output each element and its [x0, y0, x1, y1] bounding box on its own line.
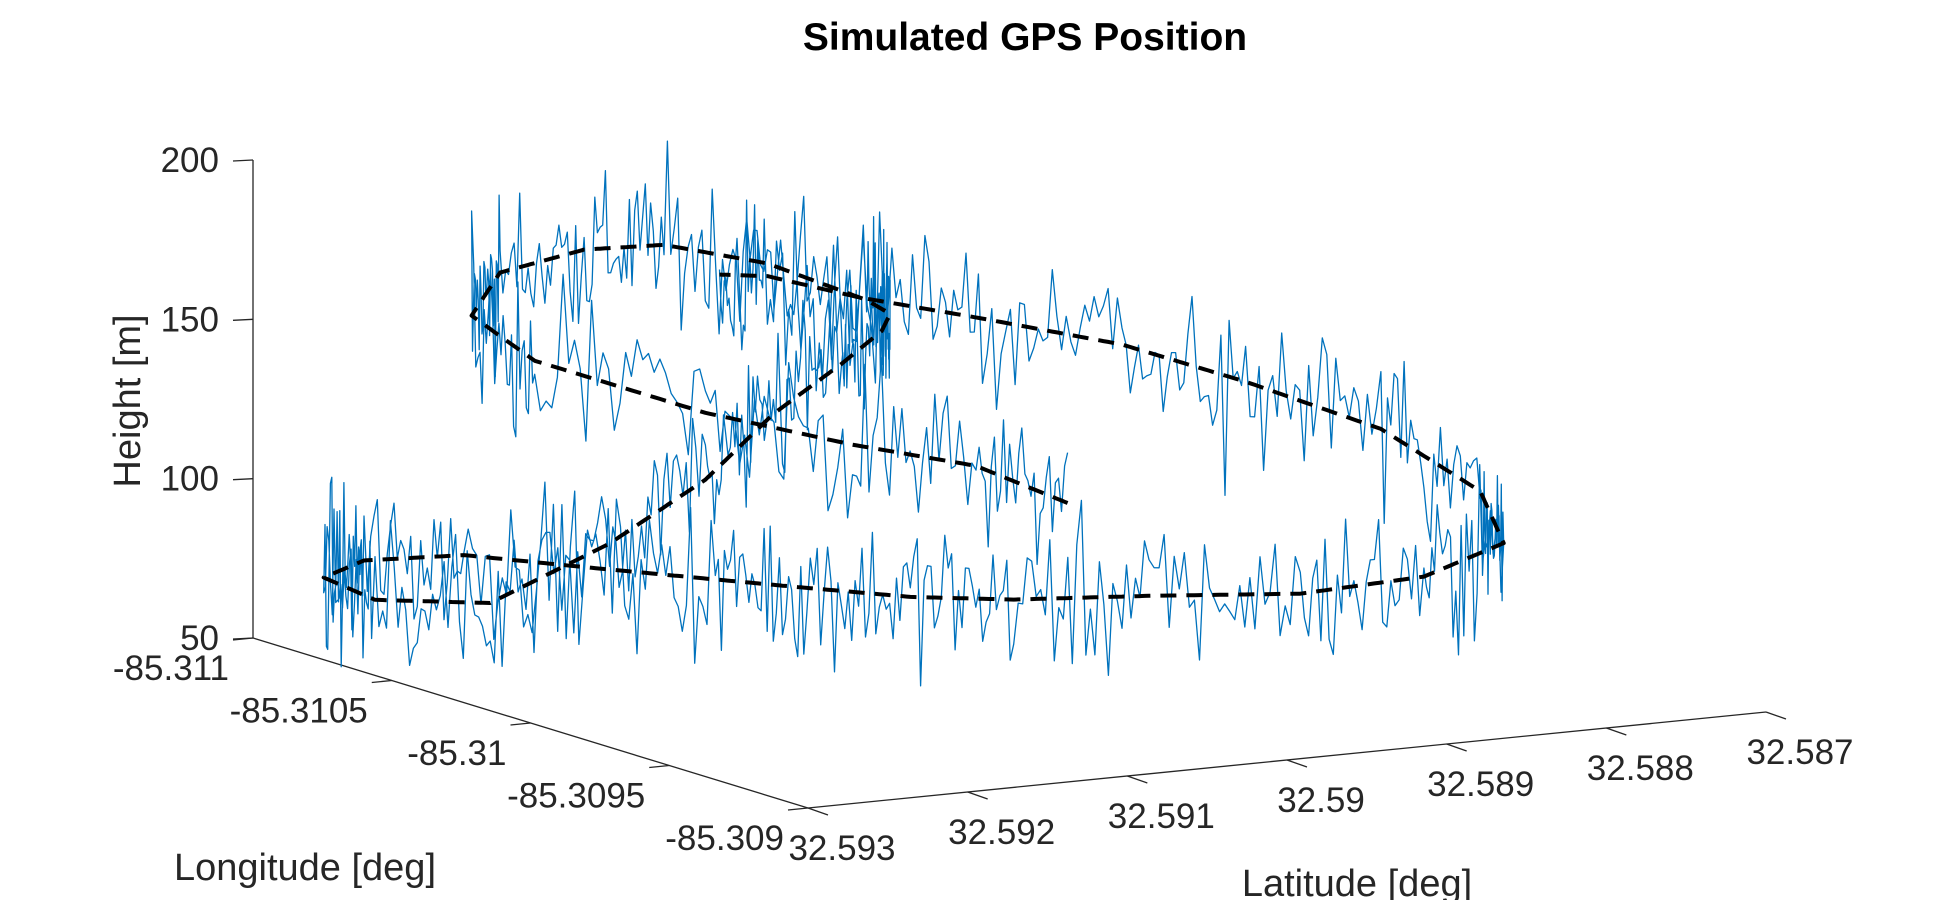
height-axis-label: Height [m]	[107, 314, 149, 487]
latitude-tick-mark	[1286, 759, 1308, 768]
longitude-ticks: -85.311-85.3105 -85.31-85.3095 -85.309	[113, 637, 809, 858]
longitude-tick-label: -85.311	[113, 649, 229, 688]
longitude-tick-mark	[510, 722, 531, 726]
latitude-tick-label: 32.588	[1587, 749, 1694, 788]
true-path-dashed-line	[321, 242, 1506, 605]
latitude-tick-mark	[967, 791, 988, 800]
height-ticks: 50 100 150 200	[161, 141, 254, 658]
chart-axes	[252, 160, 1767, 809]
latitude-ticks: 32.593 32.592 32.591 32.59 32.589 32.588 32.58…	[788, 711, 1854, 868]
longitude-tick-mark	[649, 764, 670, 769]
latitude-tick-label: 32.589	[1427, 765, 1534, 804]
longitude-axis-label: Longitude [deg]	[174, 847, 436, 889]
latitude-tick-mark	[1127, 775, 1148, 784]
latitude-tick-label: 32.59	[1277, 781, 1365, 820]
latitude-tick-label: 32.592	[948, 813, 1055, 852]
latitude-tick-mark	[1765, 711, 1787, 720]
latitude-tick-mark	[807, 807, 829, 816]
chart-title: Simulated GPS Position	[803, 16, 1247, 59]
height-tick-label: 200	[161, 141, 219, 180]
latitude-axis-label: Latitude [deg]	[1242, 863, 1472, 900]
latitude-tick-label: 32.593	[788, 829, 895, 868]
height-tick-label: 100	[161, 460, 219, 499]
height-tick-label: 150	[161, 300, 219, 339]
series-group	[321, 140, 1506, 687]
latitude-tick-mark	[1446, 743, 1467, 752]
height-tick-mark	[232, 318, 254, 321]
longitude-tick-label: -85.309	[665, 819, 784, 858]
noisy-gps-measurement-line	[323, 140, 1505, 687]
longitude-tick-mark	[232, 637, 254, 641]
latitude-tick-mark	[1606, 727, 1627, 736]
latitude-tick-label: 32.591	[1108, 797, 1215, 836]
longitude-tick-label: -85.3105	[230, 692, 368, 731]
height-tick-mark	[232, 159, 254, 162]
longitude-tick-mark	[371, 679, 392, 684]
latitude-tick-label: 32.587	[1746, 733, 1853, 772]
height-tick-label: 50	[180, 619, 219, 658]
longitude-tick-label: -85.3095	[507, 777, 645, 816]
longitude-tick-label: -85.31	[407, 734, 506, 773]
height-tick-mark	[232, 478, 254, 481]
longitude-tick-mark	[787, 807, 809, 811]
